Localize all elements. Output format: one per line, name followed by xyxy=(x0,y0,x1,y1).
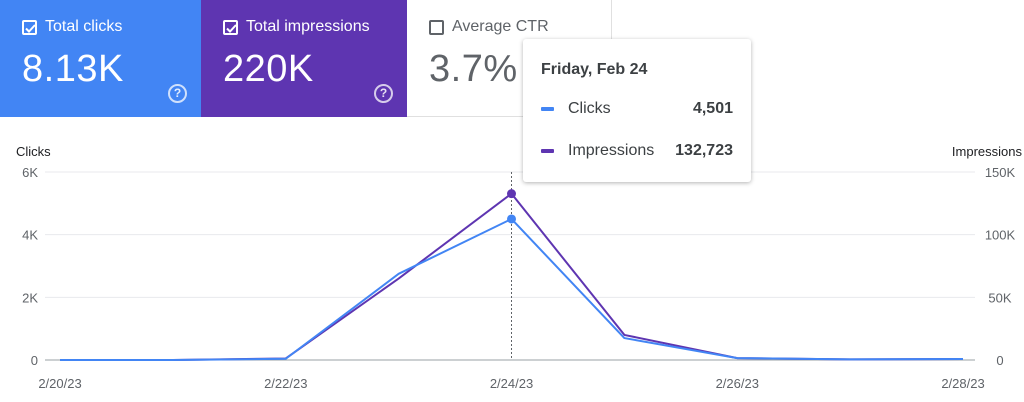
clicks-card-header: Total clicks xyxy=(22,18,122,36)
data-point-clicks xyxy=(507,214,516,224)
y-left-tick-label: 0 xyxy=(31,353,38,368)
help-icon[interactable]: ? xyxy=(374,84,393,103)
impressions-card[interactable]: Total impressions 220K ? xyxy=(201,0,407,117)
ctr-card-label: Average CTR xyxy=(452,18,549,35)
help-icon[interactable]: ? xyxy=(168,84,187,103)
ctr-checkbox[interactable] xyxy=(429,19,444,35)
ctr-card-value: 3.7% xyxy=(429,48,518,90)
clicks-swatch-icon xyxy=(541,107,554,111)
tooltip-row-clicks: Clicks 4,501 xyxy=(541,100,733,118)
tooltip-row-impressions: Impressions 132,723 xyxy=(541,142,733,160)
tooltip-value: 132,723 xyxy=(675,142,733,159)
ctr-card-header: Average CTR xyxy=(429,18,549,36)
tooltip-date: Friday, Feb 24 xyxy=(541,61,648,78)
x-tick-label: 2/24/23 xyxy=(490,376,533,391)
x-tick-label: 2/20/23 xyxy=(38,376,81,391)
x-tick-label: 2/28/23 xyxy=(941,376,984,391)
tooltip-label: Impressions xyxy=(568,142,655,159)
impressions-card-header: Total impressions xyxy=(223,18,370,36)
chart-tooltip: Friday, Feb 24 Clicks 4,501 Impressions … xyxy=(523,39,751,182)
clicks-card-label: Total clicks xyxy=(45,18,123,35)
clicks-card-value: 8.13K xyxy=(22,48,124,90)
impressions-swatch-icon xyxy=(541,149,554,153)
tooltip-label: Clicks xyxy=(568,100,611,117)
clicks-card[interactable]: Total clicks 8.13K ? xyxy=(0,0,201,117)
tooltip-value: 4,501 xyxy=(692,100,733,117)
y-left-tick-label: 2K xyxy=(22,290,38,305)
y-right-tick-label: 150K xyxy=(985,165,1016,180)
y-left-tick-label: 6K xyxy=(22,165,38,180)
y-right-tick-label: 100K xyxy=(985,228,1016,243)
right-axis-title: Impressions xyxy=(951,144,1022,159)
left-axis-title: Clicks xyxy=(16,144,51,159)
y-right-tick-label: 0 xyxy=(996,353,1003,368)
impressions-checkbox[interactable] xyxy=(223,19,238,35)
impressions-card-value: 220K xyxy=(223,48,314,90)
data-point-impressions xyxy=(507,189,516,199)
x-tick-label: 2/26/23 xyxy=(716,376,759,391)
y-left-tick-label: 4K xyxy=(22,228,38,243)
impressions-card-label: Total impressions xyxy=(246,18,370,35)
y-right-tick-label: 50K xyxy=(988,290,1011,305)
clicks-checkbox[interactable] xyxy=(22,19,37,35)
x-tick-label: 2/22/23 xyxy=(264,376,307,391)
